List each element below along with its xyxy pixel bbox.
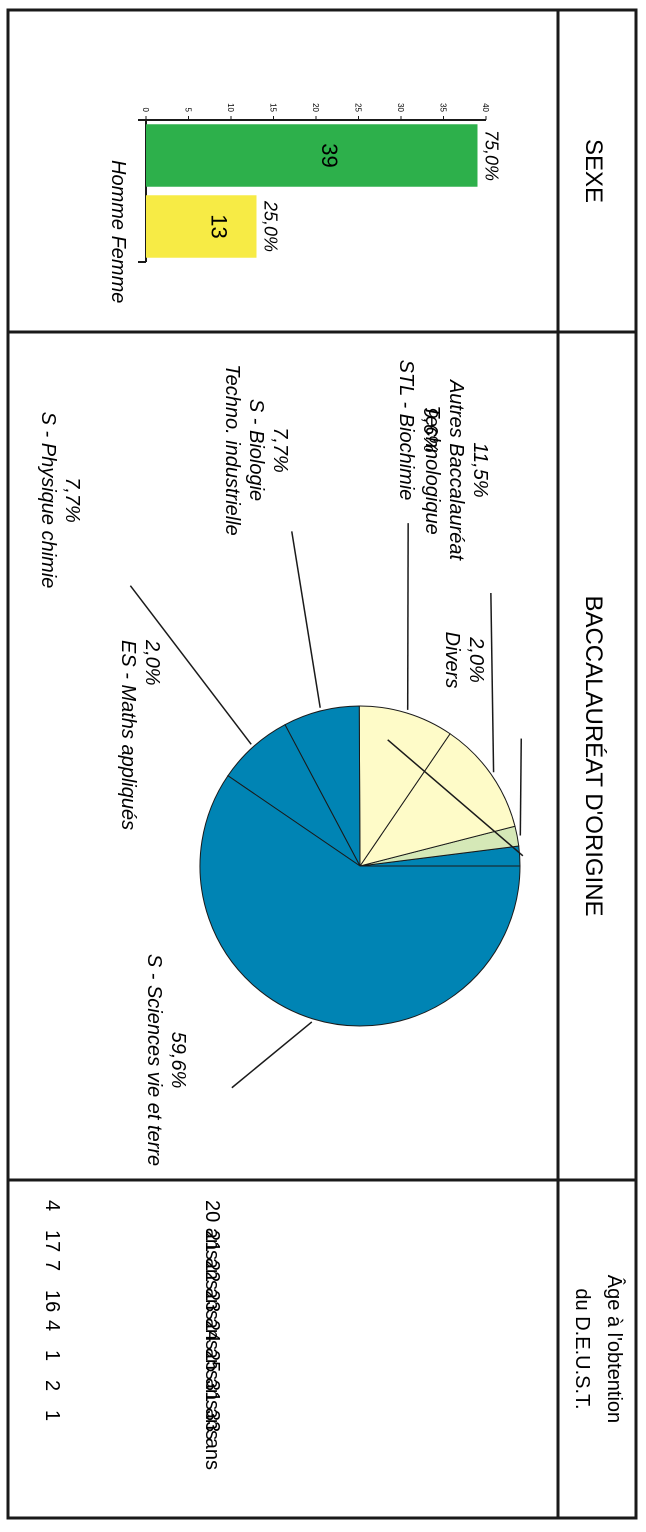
pie-leader-line (387, 739, 524, 857)
age-row-count: 1 (41, 1410, 63, 1421)
age-row-label: 33 ans (201, 1410, 223, 1470)
pie-pct: 59,6% (167, 1032, 189, 1089)
pie-name: STL - Biochimie (395, 360, 417, 501)
bar-tick-label: 35 (439, 103, 448, 112)
pie-slices-group (199, 705, 521, 1027)
pie-pct: 2,0% (141, 639, 163, 686)
bar-tick-group: 0 5 10 15 20 25 30 35 40 (141, 103, 490, 120)
pie-name: S - Physique chimie (37, 412, 59, 589)
pie-name-part: Autres Baccalauréat (445, 379, 467, 562)
age-row-label: 31 ans (201, 1380, 223, 1440)
outer-frame (6, 8, 638, 1520)
pie-label-1: 2,0%Divers (441, 632, 487, 689)
section-title-sexe: SEXE (580, 139, 607, 203)
pie-name: S - Sciences vie et terre (143, 954, 165, 1166)
section-title-age-line1: Âge à l'obtention (603, 1275, 626, 1423)
age-row-label: 21 ans (201, 1230, 223, 1290)
pie-label-6: 59,6%S - Sciences vie et terre (143, 954, 189, 1166)
age-row-count: 16 (41, 1290, 63, 1312)
age-row-label: 23 ans (201, 1290, 223, 1350)
bar-femme (146, 195, 257, 258)
age-row-label: 22 ans (201, 1260, 223, 1320)
bar-value-label: 39 (317, 143, 342, 167)
pie-label-5: 7,7%S - Physique chimie (37, 412, 83, 589)
pie-labels-group: 2,0%ES - Maths appliqués 2,0%Divers11,5%A… (37, 360, 491, 1167)
pie-label-4: 7,7%S - BiologieTechno. industrielle (221, 364, 291, 536)
pie-pct: 9,6% (419, 407, 441, 453)
pie-pct: 7,7% (61, 477, 83, 523)
pie-label-3: 9,6%STL - Biochimie (395, 360, 441, 501)
age-row-count: 1 (41, 1350, 63, 1361)
bar-marks-group: 39 75,0% 13 25,0% (146, 124, 502, 258)
section-title-age-line2: du D.E.U.S.T. (571, 1288, 593, 1409)
pie-slice-3 (358, 705, 451, 868)
pie-leader-line (519, 738, 523, 836)
pie-slice-2 (358, 733, 516, 867)
bar-tick-label: 25 (354, 103, 363, 112)
age-table: 20 ans 4 21 ans 17 22 ans 7 23 ans 16 24 ans 4 25 … (41, 1200, 223, 1470)
pie-label-0: 2,0%ES - Maths appliqués (117, 639, 163, 830)
pie-leader-line (231, 1021, 313, 1089)
bar-category-labels: Homme Femme (107, 160, 129, 303)
pie-leader-line (490, 592, 495, 773)
bar-category-homme: Homme (107, 160, 129, 230)
sexe-bar-chart: 0 5 10 15 20 25 30 35 40 39 75,0% 13 25,0% Homme Fe… (107, 103, 501, 303)
age-row-count: 2 (41, 1380, 63, 1391)
age-row-count: 4 (41, 1320, 63, 1331)
pie-name-part: Technologique (421, 405, 443, 534)
section-title-bac: BACCALAURÉAT D'ORIGINE (580, 595, 607, 916)
pie-pct: 11,5% (469, 442, 491, 497)
bar-tick-label: 40 (481, 103, 490, 112)
sheet-content: SEXE BACCALAURÉAT D'ORIGINE Âge à l'obte… (6, 8, 638, 1520)
bar-tick-label: 20 (311, 103, 320, 112)
pie-pct: 2,0% (465, 636, 487, 683)
pie-label-2: 11,5%Autres BaccalauréatTechnologique (421, 379, 491, 562)
age-row-label: 25 ans (201, 1350, 223, 1410)
bar-percent-label: 25,0% (261, 200, 281, 252)
bar-homme (146, 124, 478, 187)
pie-pct: 7,7% (269, 427, 291, 473)
pie-leaders-group (129, 523, 524, 1089)
pie-name: Divers (441, 632, 463, 689)
age-row-count: 17 (41, 1230, 63, 1252)
age-row-label: 20 ans (201, 1200, 223, 1260)
bar-tick-label: 5 (184, 108, 193, 113)
pie-name-part: S - Biologie (245, 399, 267, 501)
bar-tick-label: 15 (269, 103, 278, 112)
bar-tick-label: 0 (141, 108, 150, 113)
bar-percent-label: 75,0% (482, 130, 502, 181)
bar-category-femme: Femme (107, 236, 129, 304)
age-row-label: 24 ans (201, 1320, 223, 1380)
pie-name-part: Techno. industrielle (221, 364, 243, 536)
age-row-count: 7 (41, 1260, 63, 1271)
bar-value-label: 13 (206, 214, 231, 238)
bar-tick-label: 30 (396, 103, 405, 112)
pie-slice-6 (199, 775, 521, 1027)
age-row-count: 4 (41, 1200, 63, 1211)
bar-tick-label: 10 (226, 103, 235, 112)
pie-leader-line (291, 531, 321, 708)
pie-leader-line (129, 585, 252, 745)
bac-pie-chart: 2,0%ES - Maths appliqués 2,0%Divers11,5%A… (37, 360, 524, 1167)
pie-name: ES - Maths appliqués (117, 640, 139, 830)
